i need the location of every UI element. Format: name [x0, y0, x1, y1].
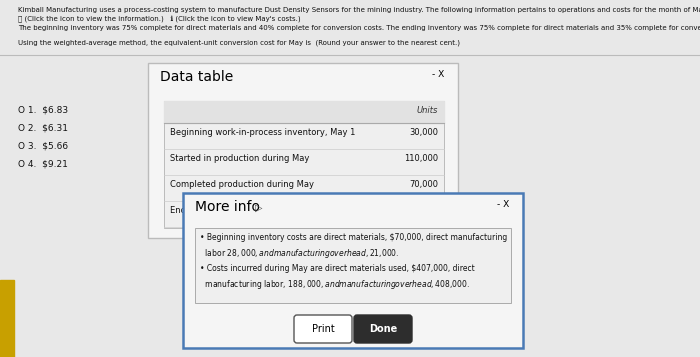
Bar	[0, 280, 14, 357]
Text: 70,000: 70,000	[409, 206, 438, 215]
Text: Ending work-in-process inventory, May 31: Ending work-in-process inventory, May 31	[170, 206, 347, 215]
Text: O 3.  $5.66: O 3. $5.66	[18, 141, 68, 150]
FancyBboxPatch shape	[354, 315, 412, 343]
Text: Started in production during May: Started in production during May	[170, 154, 309, 163]
Bar	[164, 101, 444, 123]
Text: 70,000: 70,000	[409, 180, 438, 189]
Text: - X: - X	[497, 200, 510, 209]
FancyBboxPatch shape	[164, 101, 444, 228]
Text: 30,000: 30,000	[409, 128, 438, 137]
Text: More info: More info	[195, 200, 260, 214]
FancyBboxPatch shape	[148, 63, 458, 238]
Text: Data table: Data table	[160, 70, 233, 84]
Text: Units: Units	[416, 106, 438, 115]
FancyBboxPatch shape	[195, 228, 511, 303]
Text: The beginning inventory was 75% complete for direct materials and 40% complete f: The beginning inventory was 75% complete…	[18, 25, 700, 31]
Text: O 1.  $6.83: O 1. $6.83	[18, 105, 68, 114]
Text: ▷: ▷	[255, 203, 262, 213]
Text: ⎙ (Click the icon to view the information.)   ℹ (Click the icon to view May's co: ⎙ (Click the icon to view the informatio…	[18, 16, 300, 23]
Text: Done: Done	[369, 324, 397, 334]
Text: • Beginning inventory costs are direct materials, $70,000, direct manufacturing
: • Beginning inventory costs are direct m…	[200, 233, 508, 260]
Text: O 4.  $9.21: O 4. $9.21	[18, 159, 68, 168]
FancyBboxPatch shape	[294, 315, 352, 343]
Text: 110,000: 110,000	[404, 154, 438, 163]
Text: Kimball Manufacturing uses a process-costing system to manufacture Dust Density : Kimball Manufacturing uses a process-cos…	[18, 7, 700, 13]
Text: Beginning work-in-process inventory, May 1: Beginning work-in-process inventory, May…	[170, 128, 356, 137]
Text: Completed production during May: Completed production during May	[170, 180, 314, 189]
Text: • Costs incurred during May are direct materials used, $407,000, direct
  manufa: • Costs incurred during May are direct m…	[200, 264, 475, 291]
Text: Using the weighted-average method, the equivalent-unit conversion cost for May i: Using the weighted-average method, the e…	[18, 40, 460, 46]
Text: - X: - X	[432, 70, 444, 79]
Text: O 2.  $6.31: O 2. $6.31	[18, 123, 68, 132]
FancyBboxPatch shape	[183, 193, 523, 348]
Text: Print: Print	[312, 324, 335, 334]
